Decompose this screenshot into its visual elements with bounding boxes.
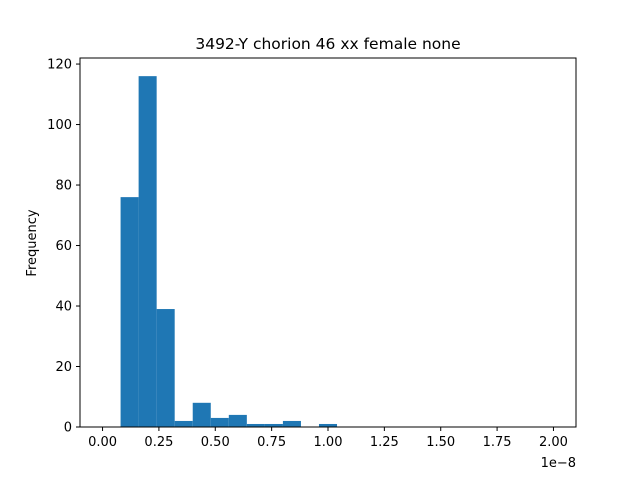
y-axis-label: Frequency xyxy=(25,209,40,276)
y-tick-label-3: 60 xyxy=(55,239,72,254)
y-tick-label-2: 40 xyxy=(55,300,72,315)
histogram-bar-6 xyxy=(210,417,229,427)
histogram-bar-1 xyxy=(120,197,139,427)
x-tick-label-5: 1.25 xyxy=(370,435,399,450)
plot-frame xyxy=(79,57,577,428)
histogram-bar-7 xyxy=(228,414,247,427)
y-tick-label-4: 80 xyxy=(55,179,72,194)
histogram-bar-9 xyxy=(264,423,283,427)
y-tick-label-5: 100 xyxy=(47,118,72,133)
histogram-bar-4 xyxy=(174,420,193,427)
y-tick-label-0: 0 xyxy=(64,421,72,436)
x-tick-label-4: 1.00 xyxy=(314,435,343,450)
x-tick-label-2: 0.50 xyxy=(201,435,230,450)
histogram-bar-5 xyxy=(192,402,211,427)
x-tick-label-7: 1.75 xyxy=(483,435,512,450)
y-axis-ticks: 0 20 40 60 80 100 120 xyxy=(47,58,80,436)
bars-group xyxy=(120,76,338,428)
histogram-bar-12 xyxy=(318,423,338,427)
y-tick-label-1: 20 xyxy=(55,360,72,375)
x-axis-offset-label: 1e−8 xyxy=(541,456,576,471)
x-tick-label-0: 0.00 xyxy=(88,435,117,450)
x-tick-label-1: 0.25 xyxy=(144,435,173,450)
histogram-bar-10 xyxy=(282,420,301,427)
histogram-bar-3 xyxy=(156,309,175,427)
chart-title: 3492-Y chorion 46 xx female none xyxy=(195,35,460,53)
histogram-bar-8 xyxy=(246,423,265,427)
x-tick-label-8: 2.00 xyxy=(539,435,568,450)
y-tick-label-6: 120 xyxy=(47,58,72,73)
x-tick-label-6: 1.50 xyxy=(426,435,455,450)
x-axis-ticks: 0.00 0.25 0.50 0.75 1.00 1.25 1.50 1.75 2.00 xyxy=(88,427,568,450)
x-tick-label-3: 0.75 xyxy=(257,435,286,450)
histogram-bar-2 xyxy=(138,76,157,428)
